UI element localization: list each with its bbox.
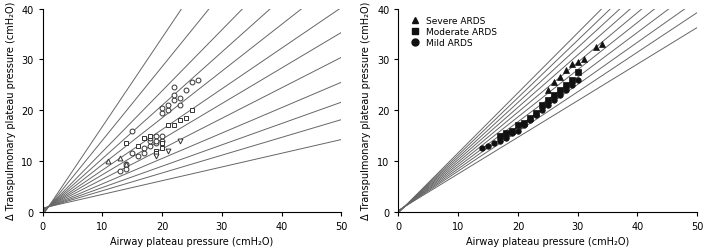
Y-axis label: Δ Transpulmonary plateau pressure (cmH₂O): Δ Transpulmonary plateau pressure (cmH₂O… — [362, 2, 372, 219]
X-axis label: Airway plateau pressure (cmH₂O): Airway plateau pressure (cmH₂O) — [467, 237, 630, 246]
X-axis label: Airway plateau pressure (cmH₂O): Airway plateau pressure (cmH₂O) — [111, 237, 274, 246]
Y-axis label: Δ Transpulmonary plateau pressure (cmH₂O): Δ Transpulmonary plateau pressure (cmH₂O… — [6, 2, 16, 219]
Legend: Severe ARDS, Moderate ARDS, Mild ARDS: Severe ARDS, Moderate ARDS, Mild ARDS — [403, 14, 500, 51]
